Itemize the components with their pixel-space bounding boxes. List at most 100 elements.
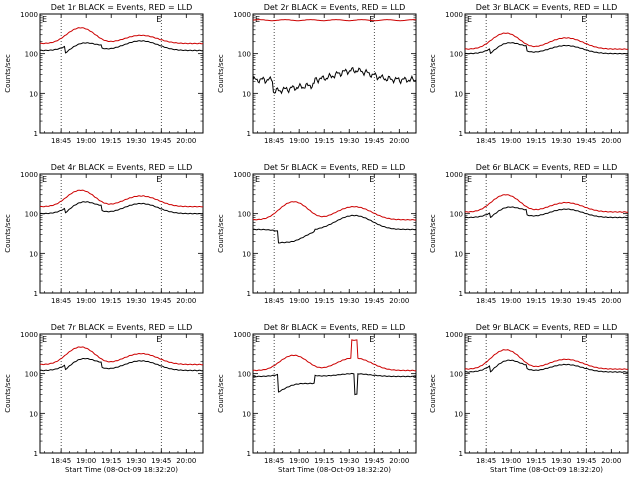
y-tick-label: 10 <box>454 250 463 258</box>
plot-frame <box>252 333 417 454</box>
x-tick-label: 18:45 <box>476 297 496 305</box>
event-marker: E <box>467 175 472 184</box>
y-tick-label: 10 <box>454 410 463 418</box>
event-marker: E <box>369 335 374 344</box>
x-tick-label: 19:15 <box>526 297 546 305</box>
x-tick-label: 19:15 <box>101 457 121 465</box>
chart-title: Det 7r BLACK = Events, RED = LLD <box>51 323 193 332</box>
chart-panel-9: Det 9r BLACK = Events, RED = LLD 1 10 100 10… <box>429 323 629 474</box>
x-tick-label: 18:45 <box>476 457 496 465</box>
x-tick-label: 19:15 <box>526 457 546 465</box>
y-tick-label: 100 <box>238 51 251 59</box>
x-axis-label: Start Time (08-Oct-09 18:32:20) <box>65 466 178 474</box>
chart-panel-7: Det 7r BLACK = Events, RED = LLD 1 10 100 10… <box>4 323 204 474</box>
series-line <box>464 42 629 55</box>
y-tick-label: 10 <box>454 90 463 98</box>
chart-title: Det 6r BLACK = Events, RED = LLD <box>476 163 618 172</box>
y-tick-label: 100 <box>450 51 463 59</box>
event-marker: E <box>156 15 161 24</box>
series-line <box>39 189 204 208</box>
x-tick-label: 20:00 <box>601 297 621 305</box>
y-axis-label: Counts/sec <box>4 214 12 253</box>
x-tick-label: 18:45 <box>476 137 496 145</box>
event-marker: E <box>581 175 586 184</box>
series-line <box>252 201 417 221</box>
x-tick-label: 18:45 <box>264 137 284 145</box>
x-tick-label: 19:15 <box>526 137 546 145</box>
event-marker: E <box>156 175 161 184</box>
x-tick-label: 19:45 <box>364 457 384 465</box>
x-tick-label: 19:45 <box>151 457 171 465</box>
x-tick-label: 19:30 <box>126 457 146 465</box>
y-tick-label: 10 <box>29 250 38 258</box>
y-tick-label: 100 <box>25 51 38 59</box>
y-tick-label: 10 <box>29 410 38 418</box>
x-tick-label: 19:00 <box>76 457 96 465</box>
x-tick-label: 19:15 <box>101 297 121 305</box>
x-tick-label: 19:30 <box>551 137 571 145</box>
y-tick-label: 10 <box>242 250 251 258</box>
plot-frame <box>252 173 417 294</box>
x-tick-label: 19:00 <box>289 297 309 305</box>
y-axis-label: Counts/sec <box>4 374 12 413</box>
y-axis-label: Counts/sec <box>4 54 12 93</box>
y-tick-label: 10 <box>242 410 251 418</box>
x-tick-label: 20:00 <box>176 457 196 465</box>
y-tick-label: 1 <box>247 450 251 458</box>
x-tick-label: 18:45 <box>51 297 71 305</box>
event-marker: E <box>255 335 260 344</box>
event-marker: E <box>467 15 472 24</box>
y-tick-label: 1000 <box>233 171 251 179</box>
y-axis-label: Counts/sec <box>217 374 225 413</box>
series-line <box>464 359 629 373</box>
event-marker: E <box>156 335 161 344</box>
plot-frame <box>464 13 629 134</box>
x-tick-label: 20:00 <box>389 137 409 145</box>
y-axis-label: Counts/sec <box>217 214 225 253</box>
y-axis-label: Counts/sec <box>429 214 437 253</box>
x-tick-label: 19:45 <box>576 297 596 305</box>
y-tick-label: 10 <box>242 90 251 98</box>
event-marker: E <box>369 175 374 184</box>
series-line <box>252 372 417 396</box>
series-line <box>252 339 417 372</box>
y-tick-label: 1000 <box>20 11 38 19</box>
x-tick-label: 19:00 <box>76 297 96 305</box>
x-tick-label: 19:15 <box>101 137 121 145</box>
series-line <box>464 194 629 213</box>
chart-title: Det 8r BLACK = Events, RED = LLD <box>264 323 406 332</box>
x-tick-label: 19:00 <box>76 137 96 145</box>
y-tick-label: 100 <box>450 371 463 379</box>
x-tick-label: 19:30 <box>126 297 146 305</box>
series-line <box>464 206 629 219</box>
chart-panel-4: Det 4r BLACK = Events, RED = LLD 1 10 100 10… <box>4 163 204 305</box>
y-tick-label: 1000 <box>233 331 251 339</box>
series-line <box>39 40 204 54</box>
chart-title: Det 1r BLACK = Events, RED = LLD <box>51 3 193 12</box>
y-tick-label: 1 <box>459 130 463 138</box>
chart-panel-5: Det 5r BLACK = Events, RED = LLD 1 10 100 10… <box>217 163 417 305</box>
y-tick-label: 100 <box>238 371 251 379</box>
x-tick-label: 19:00 <box>501 137 521 145</box>
event-marker: E <box>42 175 47 184</box>
x-tick-label: 18:45 <box>264 297 284 305</box>
series-line <box>252 19 417 22</box>
plot-frame <box>39 333 204 454</box>
x-tick-label: 19:15 <box>314 297 334 305</box>
x-tick-label: 18:45 <box>51 457 71 465</box>
chart-panel-6: Det 6r BLACK = Events, RED = LLD 1 10 100 10… <box>429 163 629 305</box>
event-marker: E <box>369 15 374 24</box>
x-tick-label: 20:00 <box>601 137 621 145</box>
plot-frame <box>39 13 204 134</box>
y-axis-label: Counts/sec <box>429 374 437 413</box>
chart-panel-2: Det 2r BLACK = Events, RED = LLD 1 10 100 10… <box>217 3 417 145</box>
x-tick-label: 19:30 <box>339 457 359 465</box>
x-tick-label: 19:45 <box>364 297 384 305</box>
series-line <box>464 32 629 50</box>
chart-title: Det 5r BLACK = Events, RED = LLD <box>264 163 406 172</box>
series-line <box>39 201 204 215</box>
chart-title: Det 2r BLACK = Events, RED = LLD <box>264 3 406 12</box>
y-tick-label: 1 <box>247 130 251 138</box>
y-tick-label: 10 <box>29 90 38 98</box>
y-tick-label: 1000 <box>233 11 251 19</box>
